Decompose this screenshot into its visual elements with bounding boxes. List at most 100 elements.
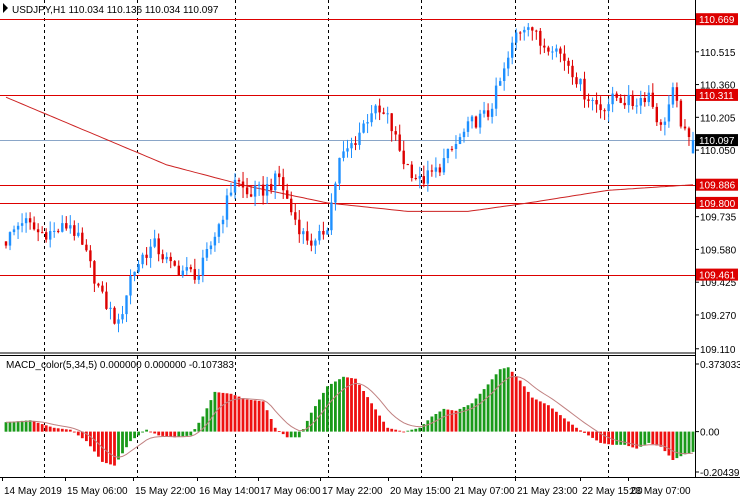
macd-bar bbox=[490, 379, 494, 432]
candle-body bbox=[402, 150, 405, 165]
macd-bar bbox=[177, 431, 181, 437]
candle-body bbox=[205, 249, 209, 258]
macd-bar bbox=[113, 431, 116, 466]
macd-bar bbox=[538, 401, 542, 432]
candle-body bbox=[398, 134, 401, 151]
candle-body bbox=[478, 113, 482, 128]
candle-body bbox=[474, 116, 478, 128]
macd-bar bbox=[418, 427, 422, 432]
macd-bar bbox=[277, 431, 281, 432]
candle-body bbox=[635, 105, 638, 107]
price-tick-label: 109.110 bbox=[700, 345, 736, 356]
macd-bar bbox=[378, 415, 381, 432]
macd-bar bbox=[322, 392, 325, 432]
macd-bar bbox=[342, 376, 345, 432]
candle-body bbox=[563, 53, 566, 61]
candle-body bbox=[330, 202, 333, 231]
macd-bar bbox=[297, 431, 301, 438]
time-tick-label: 17 May 22:00 bbox=[322, 486, 383, 497]
macd-bar bbox=[434, 414, 438, 432]
candle-body bbox=[583, 78, 586, 100]
candle-body bbox=[691, 140, 695, 154]
macd-bar bbox=[4, 422, 8, 432]
candle-body bbox=[149, 246, 152, 258]
candle-body bbox=[346, 148, 349, 152]
candle-body bbox=[382, 112, 385, 114]
macd-bar bbox=[173, 431, 177, 438]
level-tag-box bbox=[696, 88, 738, 101]
candle-body bbox=[270, 184, 273, 191]
macd-bar bbox=[615, 431, 619, 445]
candle-body bbox=[675, 87, 679, 101]
collapse-triangle-icon[interactable] bbox=[3, 3, 8, 13]
time-tick-label: 23 May 07:00 bbox=[630, 486, 691, 497]
macd-bar bbox=[547, 405, 550, 432]
candle-body bbox=[587, 99, 590, 101]
candle-body bbox=[446, 148, 450, 159]
candle-body bbox=[257, 184, 261, 186]
macd-bar bbox=[68, 429, 72, 432]
candle-body bbox=[631, 94, 634, 106]
candle-body bbox=[354, 143, 357, 145]
price-tick-label: 110.050 bbox=[700, 146, 736, 157]
level-tag: 110.311 bbox=[699, 91, 734, 102]
macd-bar bbox=[213, 391, 217, 432]
candle-body bbox=[253, 185, 257, 197]
macd-bar bbox=[514, 376, 518, 432]
macd-bar bbox=[683, 431, 687, 455]
macd-bar bbox=[141, 431, 144, 433]
macd-bar bbox=[229, 393, 233, 432]
level-tag: 110.669 bbox=[699, 15, 735, 26]
candle-body bbox=[121, 314, 124, 320]
macd-histogram bbox=[4, 367, 695, 466]
candle-body bbox=[366, 122, 369, 124]
macd-bar bbox=[382, 421, 385, 432]
candle-body bbox=[61, 223, 64, 232]
candle-body bbox=[499, 81, 502, 86]
candle-body bbox=[306, 231, 309, 241]
macd-bar bbox=[526, 391, 530, 432]
macd-bar bbox=[8, 421, 12, 432]
candle-body bbox=[290, 198, 293, 213]
candle-body bbox=[49, 231, 52, 240]
macd-bar bbox=[478, 393, 482, 432]
macd-signal-line bbox=[5, 375, 694, 458]
candle-body bbox=[482, 110, 486, 114]
candle-body bbox=[101, 285, 104, 292]
macd-bar bbox=[426, 420, 430, 432]
candle-body bbox=[213, 236, 217, 246]
candle-body bbox=[225, 195, 229, 220]
candle-body bbox=[442, 158, 446, 173]
macd-bar bbox=[575, 427, 578, 432]
level-tag: 109.461 bbox=[699, 271, 736, 282]
candle-body bbox=[422, 176, 425, 184]
macd-bar bbox=[269, 419, 273, 432]
macd-bar bbox=[165, 431, 169, 437]
time-tick-label: 22 May 15:00 bbox=[582, 486, 643, 497]
macd-bar bbox=[438, 411, 442, 432]
macd-bar bbox=[193, 429, 197, 432]
macd-bar bbox=[559, 415, 562, 432]
candle-body bbox=[503, 68, 506, 81]
candle-body bbox=[318, 231, 321, 241]
macd-bar bbox=[619, 431, 623, 445]
macd-bar bbox=[32, 421, 36, 432]
macd-bar bbox=[201, 416, 205, 432]
time-tick-label: 15 May 06:00 bbox=[67, 486, 128, 497]
macd-bar bbox=[161, 431, 165, 436]
macd-bar bbox=[225, 393, 229, 432]
candle-body bbox=[687, 128, 691, 137]
current-price-tag: 110.097 bbox=[699, 136, 735, 147]
macd-bar bbox=[494, 374, 498, 432]
time-axis: 14 May 2019 15 May 06:00 15 May 22:00 16 Ma… bbox=[2, 477, 691, 497]
candle-body bbox=[651, 92, 654, 107]
candle-body bbox=[193, 269, 196, 280]
macd-bar bbox=[125, 431, 128, 448]
macd-bar bbox=[667, 431, 671, 456]
macd-bar bbox=[458, 408, 462, 432]
candle-body bbox=[137, 264, 140, 272]
time-tick-label: 21 May 07:00 bbox=[454, 486, 515, 497]
candle-body bbox=[643, 98, 646, 103]
macd-bar bbox=[101, 431, 104, 462]
